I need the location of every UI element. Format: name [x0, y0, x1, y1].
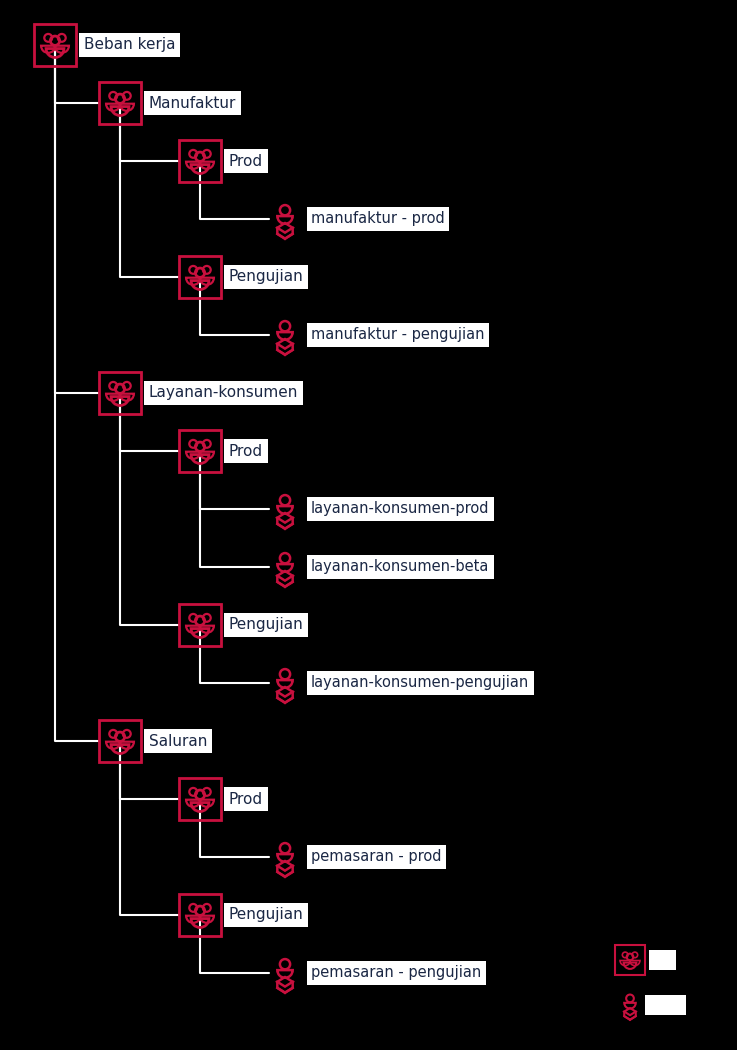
- Text: Layanan-konsumen: Layanan-konsumen: [149, 385, 298, 400]
- Text: Manufaktur: Manufaktur: [149, 96, 237, 110]
- Bar: [99, 372, 141, 414]
- Text: Beban kerja: Beban kerja: [84, 38, 175, 52]
- Text: manufaktur - pengujian: manufaktur - pengujian: [311, 328, 484, 342]
- Bar: [179, 778, 221, 820]
- Text: OU: OU: [652, 953, 673, 967]
- Text: Prod: Prod: [229, 792, 263, 806]
- Text: Saluran: Saluran: [149, 734, 207, 749]
- Text: layanan-konsumen-beta: layanan-konsumen-beta: [311, 560, 489, 574]
- Bar: [179, 256, 221, 298]
- Text: manufaktur - prod: manufaktur - prod: [311, 211, 444, 227]
- Bar: [99, 720, 141, 762]
- Bar: [99, 82, 141, 124]
- Text: Pengujian: Pengujian: [229, 617, 304, 632]
- Bar: [179, 604, 221, 646]
- Bar: [179, 430, 221, 473]
- Text: Pengujian: Pengujian: [229, 907, 304, 923]
- Bar: [179, 140, 221, 182]
- Text: pemasaran - prod: pemasaran - prod: [311, 849, 441, 864]
- Text: layanan-konsumen-prod: layanan-konsumen-prod: [311, 502, 489, 517]
- Text: Prod: Prod: [229, 443, 263, 459]
- Text: Prod: Prod: [229, 153, 263, 168]
- Bar: [179, 894, 221, 936]
- Text: Pengujian: Pengujian: [229, 270, 304, 285]
- Bar: [34, 24, 76, 66]
- Bar: [615, 945, 645, 975]
- Text: layanan-konsumen-pengujian: layanan-konsumen-pengujian: [311, 675, 529, 691]
- Text: pemasaran - pengujian: pemasaran - pengujian: [311, 966, 481, 981]
- Text: Akun: Akun: [648, 998, 682, 1012]
